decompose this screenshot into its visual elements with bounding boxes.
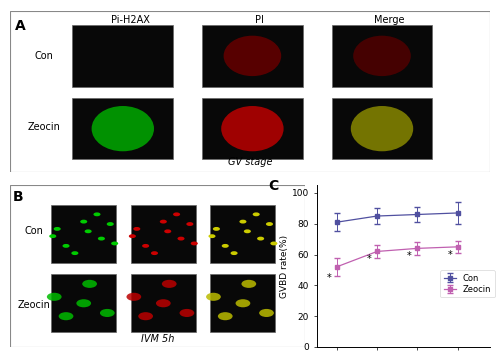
Text: *: * bbox=[366, 254, 372, 264]
Ellipse shape bbox=[351, 106, 413, 151]
Text: Zeocin: Zeocin bbox=[27, 122, 60, 132]
Text: *: * bbox=[448, 250, 452, 259]
Bar bbox=[131, 205, 196, 263]
Circle shape bbox=[138, 312, 153, 320]
Text: A: A bbox=[15, 19, 26, 33]
Circle shape bbox=[208, 234, 216, 238]
Ellipse shape bbox=[92, 106, 154, 151]
Circle shape bbox=[230, 251, 237, 255]
Circle shape bbox=[80, 220, 88, 224]
Bar bbox=[52, 274, 116, 332]
Circle shape bbox=[236, 299, 250, 307]
Circle shape bbox=[190, 241, 198, 245]
Text: C: C bbox=[268, 179, 278, 193]
Circle shape bbox=[173, 212, 180, 216]
Text: Con: Con bbox=[24, 225, 43, 235]
Bar bbox=[72, 98, 173, 159]
Circle shape bbox=[76, 299, 91, 307]
Circle shape bbox=[213, 227, 220, 231]
Circle shape bbox=[242, 280, 256, 288]
Ellipse shape bbox=[353, 36, 411, 76]
Circle shape bbox=[156, 299, 170, 307]
Circle shape bbox=[180, 309, 194, 317]
Circle shape bbox=[151, 251, 158, 255]
Text: B: B bbox=[13, 190, 24, 204]
Bar bbox=[72, 25, 173, 87]
Circle shape bbox=[252, 212, 260, 216]
Circle shape bbox=[244, 229, 251, 233]
Circle shape bbox=[186, 222, 194, 226]
Circle shape bbox=[94, 212, 100, 216]
Circle shape bbox=[82, 280, 97, 288]
Text: *: * bbox=[326, 273, 331, 282]
Circle shape bbox=[162, 280, 176, 288]
Text: Zeocin: Zeocin bbox=[17, 300, 50, 310]
Text: Merge: Merge bbox=[374, 16, 404, 25]
Circle shape bbox=[206, 293, 221, 301]
Ellipse shape bbox=[221, 106, 284, 151]
Circle shape bbox=[266, 222, 273, 226]
Bar bbox=[332, 25, 432, 87]
Bar bbox=[210, 205, 276, 263]
Circle shape bbox=[106, 222, 114, 226]
Circle shape bbox=[178, 237, 184, 240]
Bar bbox=[202, 98, 303, 159]
Circle shape bbox=[160, 220, 167, 224]
Legend: Con, Zeocin: Con, Zeocin bbox=[440, 270, 494, 297]
Circle shape bbox=[58, 312, 74, 320]
Circle shape bbox=[100, 309, 114, 317]
Circle shape bbox=[72, 251, 78, 255]
Text: Pi-H2AX: Pi-H2AX bbox=[110, 16, 150, 25]
Circle shape bbox=[47, 293, 62, 301]
Circle shape bbox=[133, 227, 140, 231]
Y-axis label: GVBD rate(%): GVBD rate(%) bbox=[280, 234, 289, 298]
Circle shape bbox=[222, 244, 229, 248]
Text: *: * bbox=[407, 251, 412, 261]
Text: Con: Con bbox=[34, 51, 53, 61]
Circle shape bbox=[126, 293, 141, 301]
Text: IVM 5h: IVM 5h bbox=[140, 334, 174, 344]
Circle shape bbox=[62, 244, 70, 248]
Circle shape bbox=[84, 229, 91, 233]
Bar bbox=[210, 274, 276, 332]
Text: GV stage: GV stage bbox=[228, 158, 272, 167]
Circle shape bbox=[129, 234, 136, 238]
Circle shape bbox=[54, 227, 60, 231]
Bar bbox=[131, 274, 196, 332]
Bar bbox=[202, 25, 303, 87]
Circle shape bbox=[257, 237, 264, 240]
Circle shape bbox=[259, 309, 274, 317]
Circle shape bbox=[164, 229, 172, 233]
Ellipse shape bbox=[224, 36, 281, 76]
Circle shape bbox=[49, 234, 56, 238]
Circle shape bbox=[270, 241, 278, 245]
Circle shape bbox=[111, 241, 118, 245]
Bar bbox=[332, 98, 432, 159]
Circle shape bbox=[240, 220, 246, 224]
Text: PI: PI bbox=[255, 16, 264, 25]
Circle shape bbox=[98, 237, 105, 240]
Bar bbox=[52, 205, 116, 263]
Circle shape bbox=[218, 312, 232, 320]
Circle shape bbox=[142, 244, 149, 248]
